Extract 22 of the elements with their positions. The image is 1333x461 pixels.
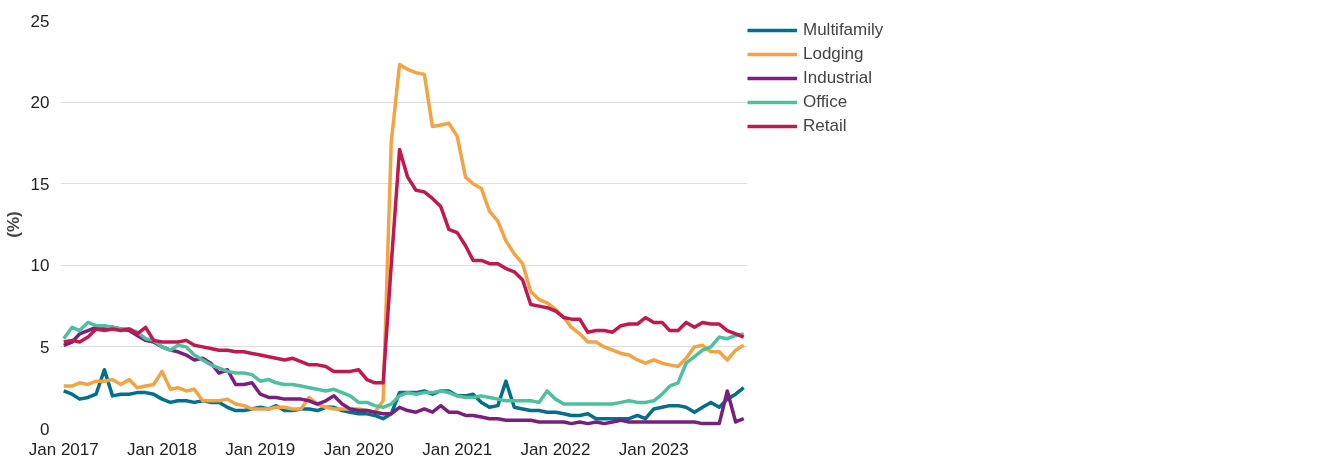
legend-label: Multifamily [803,20,884,40]
line-series [61,320,746,410]
legend-label: Lodging [803,44,864,64]
x-tick-label: Jan 2019 [225,439,296,459]
legend-label: Retail [803,116,847,136]
legend-label: Office [803,92,848,112]
y-axis-title: (%) [3,211,23,238]
y-tick-label: 0 [40,419,50,439]
x-tick-label: Jan 2017 [28,439,99,459]
y-tick-label: 15 [30,174,50,194]
y-tick-label: 20 [30,93,50,113]
y-tick-label: 10 [30,256,50,276]
x-tick-label: Jan 2020 [323,439,394,459]
line-series [61,147,746,385]
x-tick-label: Jan 2023 [618,439,689,459]
line-series [61,62,746,414]
x-tick-label: Jan 2022 [520,439,591,459]
x-tick-label: Jan 2018 [127,439,198,459]
y-tick-label: 5 [40,337,50,357]
x-tick-label: Jan 2021 [422,439,493,459]
legend-label: Industrial [803,68,872,88]
y-tick-label: 25 [30,11,50,31]
